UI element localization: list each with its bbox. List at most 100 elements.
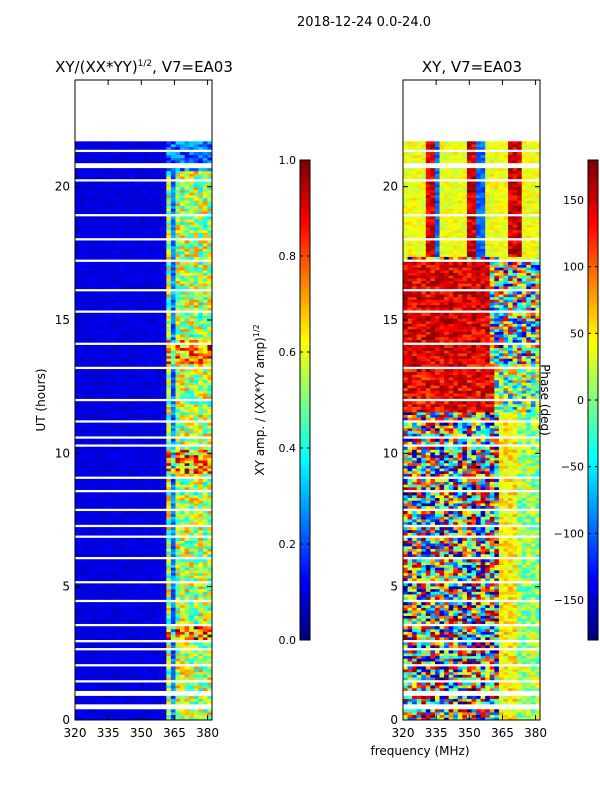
- heatmap-cell: [75, 417, 80, 421]
- heatmap-cell: [148, 256, 154, 260]
- heatmap-cell: [125, 540, 131, 544]
- heatmap-cell: [129, 494, 135, 499]
- heatmap-cell: [93, 486, 99, 491]
- heatmap-cell: [152, 516, 158, 520]
- heatmap-cell: [152, 588, 158, 592]
- heatmap-cell: [84, 272, 90, 276]
- heatmap-cell: [180, 717, 185, 721]
- heatmap-cell: [198, 685, 204, 689]
- heatmap-cell: [120, 374, 126, 378]
- heatmap-cell: [198, 634, 204, 638]
- heatmap-cell: [129, 596, 135, 600]
- heatmap-cell: [175, 468, 181, 472]
- heatmap-cell: [193, 264, 199, 268]
- heatmap-cell: [198, 644, 204, 649]
- heatmap-cell: [102, 269, 108, 274]
- heatmap-cell: [134, 594, 140, 598]
- heatmap-cell: [193, 559, 199, 563]
- heatmap-cell: [170, 462, 176, 466]
- heatmap-cell: [184, 280, 190, 284]
- heatmap-cell: [180, 687, 185, 691]
- heatmap-cell: [138, 578, 144, 582]
- heatmap-cell: [157, 355, 163, 359]
- heatmap-cell: [143, 607, 149, 611]
- heatmap-cell: [106, 339, 112, 343]
- heatmap-cell: [125, 658, 131, 662]
- heatmap-cell: [198, 320, 204, 324]
- heatmap-cell: [125, 210, 131, 215]
- heatmap-cell: [184, 607, 190, 611]
- heatmap-cell: [152, 261, 158, 265]
- heatmap-cell: [148, 671, 154, 675]
- heatmap-cell: [120, 385, 126, 389]
- heatmap-cell: [193, 674, 199, 678]
- heatmap-cell: [125, 361, 131, 365]
- heatmap-cell: [175, 586, 181, 590]
- heatmap-cell: [106, 527, 112, 531]
- heatmap-cell: [189, 315, 195, 319]
- heatmap-cell: [116, 486, 122, 491]
- heatmap-cell: [207, 382, 213, 386]
- heatmap-cell: [84, 500, 90, 504]
- heatmap-cell: [184, 409, 190, 413]
- heatmap-cell: [193, 569, 199, 574]
- heatmap-cell: [79, 318, 85, 322]
- heatmap-cell: [116, 545, 122, 549]
- heatmap-cell: [207, 465, 213, 469]
- heatmap-cell: [143, 588, 149, 592]
- heatmap-cell: [134, 202, 140, 207]
- heatmap-cell: [184, 626, 190, 630]
- heatmap-cell: [97, 481, 103, 485]
- heatmap-cell: [125, 631, 131, 635]
- heatmap-cell: [79, 256, 85, 260]
- heatmap-cell: [129, 446, 135, 450]
- heatmap-cell: [116, 492, 122, 496]
- heatmap-cell: [93, 492, 99, 496]
- heatmap-cell: [152, 229, 158, 233]
- heatmap-cell: [111, 492, 117, 496]
- heatmap-cell: [75, 216, 80, 220]
- heatmap-cell: [111, 685, 117, 689]
- heatmap-cell: [207, 532, 213, 536]
- heatmap-cell: [116, 564, 122, 568]
- heatmap-cell: [189, 470, 195, 474]
- heatmap-cell: [79, 636, 85, 641]
- heatmap-cell: [202, 433, 208, 437]
- heatmap-cell: [148, 468, 154, 472]
- heatmap-cell: [88, 468, 94, 472]
- heatmap-cell: [152, 569, 158, 574]
- heatmap-cell: [138, 572, 144, 576]
- heatmap-cell: [138, 685, 144, 689]
- heatmap-cell: [161, 685, 167, 689]
- heatmap-cell: [125, 224, 131, 228]
- heatmap-cell: [79, 229, 85, 233]
- heatmap-cell: [207, 232, 213, 236]
- heatmap-cell: [116, 575, 122, 579]
- heatmap-cell: [193, 261, 199, 265]
- heatmap-cell: [175, 714, 181, 718]
- heatmap-cell: [170, 261, 176, 265]
- heatmap-cell: [88, 272, 94, 276]
- heatmap-cell: [161, 387, 167, 391]
- heatmap-cell: [157, 406, 163, 410]
- heatmap-cell: [170, 243, 176, 247]
- heatmap-cell: [189, 208, 195, 212]
- heatmap-cell: [134, 569, 140, 574]
- heatmap-cell: [111, 430, 117, 434]
- heatmap-cell: [134, 390, 140, 394]
- heatmap-cell: [106, 486, 112, 491]
- heatmap-cell: [116, 224, 122, 228]
- heatmap-cell: [193, 253, 199, 257]
- heatmap-cell: [198, 674, 204, 678]
- heatmap-cell: [138, 511, 144, 515]
- heatmap-cell: [97, 377, 103, 381]
- heatmap-cell: [180, 328, 185, 332]
- heatmap-cell: [102, 221, 108, 225]
- heatmap-cell: [157, 666, 163, 670]
- heatmap-cell: [84, 551, 90, 555]
- heatmap-cell: [106, 545, 112, 549]
- heatmap-cell: [138, 403, 144, 407]
- heatmap-cell: [79, 323, 85, 327]
- heatmap-cell: [166, 280, 172, 284]
- heatmap-cell: [97, 588, 103, 592]
